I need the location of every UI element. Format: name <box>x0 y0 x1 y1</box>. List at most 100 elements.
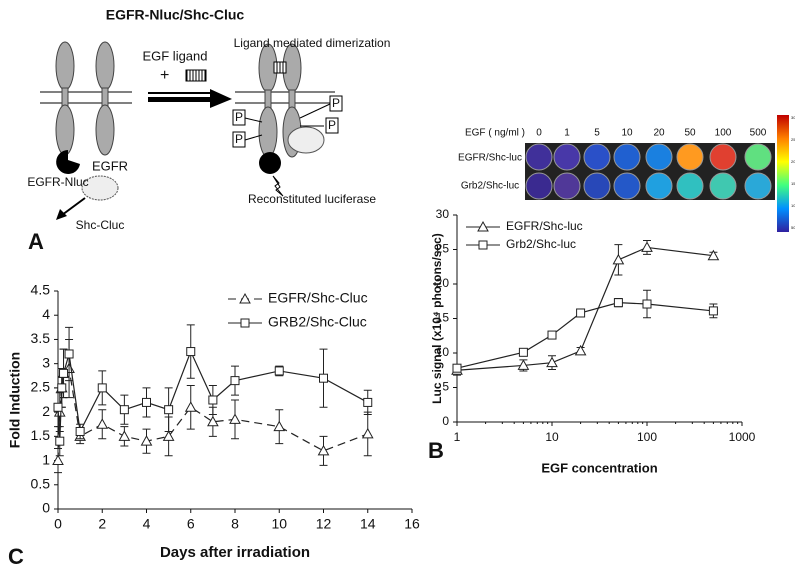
point <box>184 401 197 412</box>
x-tick-label: 14 <box>360 516 376 532</box>
x-tick-label: 10 <box>271 516 287 532</box>
point <box>546 356 558 368</box>
legend-label: EGFR/Shc-Cluc <box>268 290 368 306</box>
concentration: 1 <box>564 128 570 139</box>
colorbar-label: 10000 <box>791 203 795 208</box>
x-tick-label: 1000 <box>729 430 756 444</box>
concentration: 100 <box>715 128 732 139</box>
concentration: 50 <box>684 128 696 139</box>
y-tick-label: 4.5 <box>31 282 51 298</box>
colorbar-label: 25000 <box>791 137 795 142</box>
concentration: 0 <box>536 128 542 139</box>
point <box>142 397 151 407</box>
concentration: 10 <box>621 128 633 139</box>
colorbar-label: 15000 <box>791 181 795 186</box>
x-tick-label: 4 <box>143 516 151 532</box>
legend-marker <box>240 318 250 328</box>
y-tick-label: 0 <box>42 500 50 516</box>
point <box>162 430 175 441</box>
plus: + <box>160 67 169 84</box>
point <box>140 435 153 446</box>
phospho: P <box>235 132 243 146</box>
x-axis-title: Days after irradiation <box>160 544 310 561</box>
point <box>547 330 557 340</box>
concentration: 500 <box>750 128 767 139</box>
y-tick-label: 15 <box>436 311 450 325</box>
nluc-label: EGFR-Nluc <box>27 175 88 189</box>
y-tick-label: 10 <box>436 345 450 359</box>
panel-label: B <box>428 438 444 463</box>
y-tick-label: 3.5 <box>31 330 51 346</box>
diagram: EGFR-Nluc/Shc-Cluc + P P P P EGF ligand … <box>27 7 390 254</box>
concentration: 20 <box>653 128 665 139</box>
phospho: P <box>235 110 243 124</box>
colorbar-label: 5000 <box>791 225 795 230</box>
point <box>164 405 174 415</box>
point <box>273 420 286 432</box>
x-tick-label: 2 <box>98 516 106 532</box>
legend-label: GRB2/Shc-Cluc <box>268 314 367 330</box>
point <box>274 366 284 376</box>
y-tick-label: 3 <box>42 354 50 370</box>
point <box>52 454 64 466</box>
point <box>576 308 586 318</box>
point <box>518 347 528 357</box>
point <box>118 430 131 441</box>
point <box>707 249 720 261</box>
series-line <box>456 302 714 369</box>
point <box>64 349 74 359</box>
colorbar-label: 20000 <box>791 159 795 164</box>
phospho: P <box>332 96 340 110</box>
diagram-title: EGFR-Nluc/Shc-Cluc <box>106 7 245 23</box>
y-tick-label: 2 <box>42 403 50 419</box>
point <box>96 418 109 429</box>
y-tick-label: 30 <box>436 207 450 221</box>
point <box>59 368 69 378</box>
point <box>53 402 63 412</box>
y-tick-label: 0 <box>442 414 449 428</box>
y-axis-title: Fold Induction <box>7 352 23 448</box>
point <box>517 359 530 370</box>
x-tick-label: 12 <box>316 516 332 532</box>
point <box>319 373 328 383</box>
x-tick-label: 1 <box>454 430 461 444</box>
legend-marker <box>478 240 488 250</box>
ligand-label: EGF ligand <box>142 48 207 63</box>
reconstituted-label: Reconstituted luciferase <box>248 192 376 206</box>
point <box>97 383 107 393</box>
x-tick-label: 8 <box>231 516 239 532</box>
colorbar-label: 30000 <box>791 115 795 120</box>
y-tick-label: 0.5 <box>31 475 51 491</box>
point <box>208 395 218 405</box>
dimerization-label: Ligand mediated dimerization <box>234 36 391 50</box>
point <box>317 444 330 456</box>
point <box>452 363 462 373</box>
y-tick-label: 2.5 <box>31 379 51 395</box>
y-tick-label: 1.5 <box>31 427 51 443</box>
point <box>642 299 652 309</box>
panel-label: A <box>28 229 44 254</box>
point <box>230 376 240 386</box>
legend-label: EGFR/Shc-luc <box>506 219 583 233</box>
point <box>55 436 65 446</box>
legend-marker <box>239 292 251 304</box>
cluc-label: Shc-Cluc <box>76 218 125 232</box>
x-tick-label: 100 <box>637 430 657 444</box>
y-tick-label: 1 <box>42 451 50 467</box>
point <box>186 347 196 357</box>
point <box>57 383 67 393</box>
row-label: Grb2/Shc-luc <box>461 181 519 192</box>
receptor-label: EGFR <box>92 158 128 173</box>
point <box>574 344 587 356</box>
y-axis-title: Luc signal (x10⁴ photons/sec) <box>430 233 444 404</box>
x-tick-label: 0 <box>54 516 62 532</box>
point <box>363 397 373 407</box>
point <box>641 241 653 252</box>
x-tick-label: 16 <box>404 516 420 532</box>
panel-label: C <box>8 544 24 569</box>
point <box>119 405 129 415</box>
point <box>613 298 623 308</box>
point <box>361 427 374 439</box>
y-tick-label: 4 <box>42 306 50 322</box>
well-image: EGF ( ng/ml ) 0 1 5 10 20 50 100 500 EGF… <box>458 115 795 232</box>
